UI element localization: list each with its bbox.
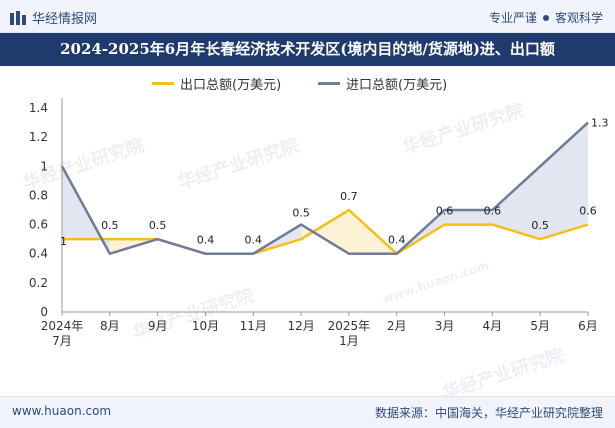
bullet-icon <box>542 14 549 21</box>
title-bar: 2024-2025年6月年长春经济技术开发区(境内目的地/货源地)进、出口额 <box>0 33 615 66</box>
data-label-12: 1.3 <box>591 117 609 130</box>
data-label-11: 0.6 <box>579 205 597 218</box>
x-tick-label-9: 4月 <box>483 319 503 333</box>
x-tick-label-5: 12月 <box>287 319 314 333</box>
legend-import-swatch <box>318 82 340 85</box>
data-label-3: 0.4 <box>197 234 215 247</box>
site-logo[interactable]: 华经情报网 <box>10 8 97 27</box>
y-tick-label-7: 1.4 <box>29 101 48 115</box>
y-tick-label-6: 1.2 <box>29 130 48 144</box>
legend-export: 出口总额(万美元) <box>152 74 281 93</box>
x-tick-label-0: 2024年 7月 <box>41 319 84 348</box>
y-tick-label-5: 1 <box>40 159 48 173</box>
x-tick-label-1: 8月 <box>100 319 120 333</box>
chart-title: 2024-2025年6月年长春经济技术开发区(境内目的地/货源地)进、出口额 <box>60 40 555 58</box>
tagline: 专业严谨 客观科学 <box>489 9 603 26</box>
data-label-7: 0.4 <box>388 234 406 247</box>
legend-export-swatch <box>152 82 174 85</box>
top-bar: 华经情报网 专业严谨 客观科学 <box>0 0 615 33</box>
chart-legend: 出口总额(万美元) 进口总额(万美元) <box>0 74 615 94</box>
y-tick-label-4: 0.8 <box>29 188 48 202</box>
y-tick-label-0: 0 <box>40 305 48 319</box>
tagline-right: 客观科学 <box>554 11 603 25</box>
data-label-2: 0.5 <box>149 219 167 232</box>
series-line-import <box>60 121 589 255</box>
series-line-export <box>62 208 589 255</box>
legend-import-label: 进口总额(万美元) <box>346 78 448 93</box>
data-label-9: 0.6 <box>484 205 502 218</box>
x-tick-label-10: 5月 <box>530 319 550 333</box>
data-label-10: 0.5 <box>531 219 549 232</box>
y-tick-label-3: 0.6 <box>29 218 48 232</box>
footer-url[interactable]: www.huaon.com <box>12 404 112 418</box>
data-label-0: 1 <box>60 235 67 248</box>
y-tick-label-2: 0.4 <box>29 247 48 261</box>
data-label-6: 0.7 <box>340 190 358 203</box>
x-tick-label-3: 10月 <box>192 319 219 333</box>
site-name: 华经情报网 <box>32 12 98 27</box>
data-label-5: 0.5 <box>292 207 310 220</box>
x-tick-label-11: 6月 <box>578 319 598 333</box>
area-fill-5 <box>301 210 349 254</box>
data-label-4: 0.4 <box>245 234 263 247</box>
footer-source: 数据来源：中国海关，华经产业研究院整理 <box>374 406 603 420</box>
footer: www.huaon.com 数据来源：中国海关，华经产业研究院整理 <box>0 396 615 428</box>
y-tick-label-1: 0.2 <box>29 276 48 290</box>
area-fill-8 <box>444 210 493 225</box>
data-label-8: 0.6 <box>436 205 454 218</box>
legend-export-label: 出口总额(万美元) <box>180 78 282 93</box>
x-tick-label-8: 3月 <box>435 319 455 333</box>
data-label-1: 0.5 <box>101 219 119 232</box>
x-tick-label-7: 2月 <box>387 319 407 333</box>
x-tick-label-6: 2025年 1月 <box>328 319 371 348</box>
area-fill-9 <box>492 166 541 240</box>
x-tick-label-4: 11月 <box>240 319 267 333</box>
area-fill-10 <box>540 122 588 240</box>
legend-import: 进口总额(万美元) <box>318 74 447 93</box>
tagline-left: 专业严谨 <box>488 11 537 25</box>
logo-icon <box>10 10 26 25</box>
x-tick-label-2: 9月 <box>148 319 168 333</box>
